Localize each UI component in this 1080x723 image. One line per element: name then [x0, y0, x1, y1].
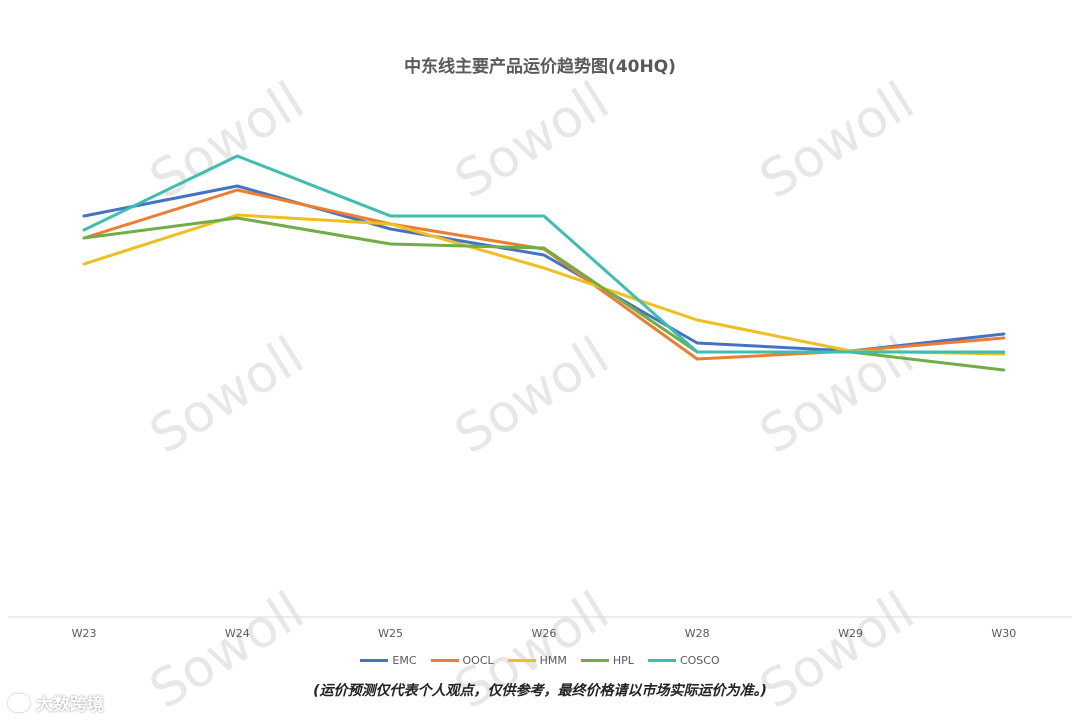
x-tick-label: W30: [991, 627, 1016, 640]
x-tick-label: W26: [531, 627, 556, 640]
legend-label: EMC: [392, 654, 417, 667]
series-line-hpl: [82, 216, 1006, 372]
legend-swatch: [647, 659, 676, 662]
legend-item-oocl: OOCL: [430, 654, 494, 667]
legend-label: HPL: [612, 654, 634, 667]
legend-swatch: [360, 659, 389, 662]
legend-item-hmm: HMM: [507, 654, 567, 667]
line-chart: W23 W24 W25 W26 W28 W29 W30: [8, 154, 1072, 640]
legend-swatch: [580, 659, 609, 662]
chart-title: 中东线主要产品运价趋势图(40HQ): [404, 57, 676, 77]
brand-logo: 大数跨境: [8, 690, 104, 715]
x-tick-label: W23: [72, 627, 97, 640]
series-line-cosco: [82, 154, 1006, 354]
legend-item-cosco: COSCO: [647, 654, 720, 667]
legend-item-hpl: HPL: [580, 654, 634, 667]
legend-item-emc: EMC: [360, 654, 417, 667]
chart-legend: EMC OOCL HMM HPL COSCO: [0, 654, 1080, 667]
legend-label: OOCL: [462, 654, 494, 667]
x-tick-label: W25: [378, 627, 403, 640]
x-tick-label: W24: [225, 627, 250, 640]
x-tick-label: W28: [685, 627, 710, 640]
legend-swatch: [507, 659, 536, 662]
x-tick-label: W29: [838, 627, 863, 640]
legend-label: HMM: [539, 654, 567, 667]
brand-name: 大数跨境: [36, 695, 104, 715]
brand-icon: [8, 693, 30, 712]
legend-label: COSCO: [679, 654, 720, 667]
series-line-hmm: [82, 213, 1006, 356]
disclaimer-text: (运价预测仅代表个人观点，仅供参考，最终价格请以市场实际运价为准。): [313, 683, 767, 699]
legend-swatch: [430, 659, 459, 662]
